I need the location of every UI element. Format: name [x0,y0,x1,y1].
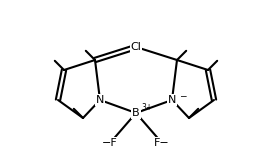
Text: Cl: Cl [131,42,141,52]
Text: F−: F− [154,138,170,148]
Text: −F: −F [102,138,118,148]
Text: −: − [179,92,187,100]
Text: B: B [132,108,140,118]
Text: N: N [168,95,176,105]
Text: 3+: 3+ [141,103,152,113]
Text: N: N [96,95,104,105]
